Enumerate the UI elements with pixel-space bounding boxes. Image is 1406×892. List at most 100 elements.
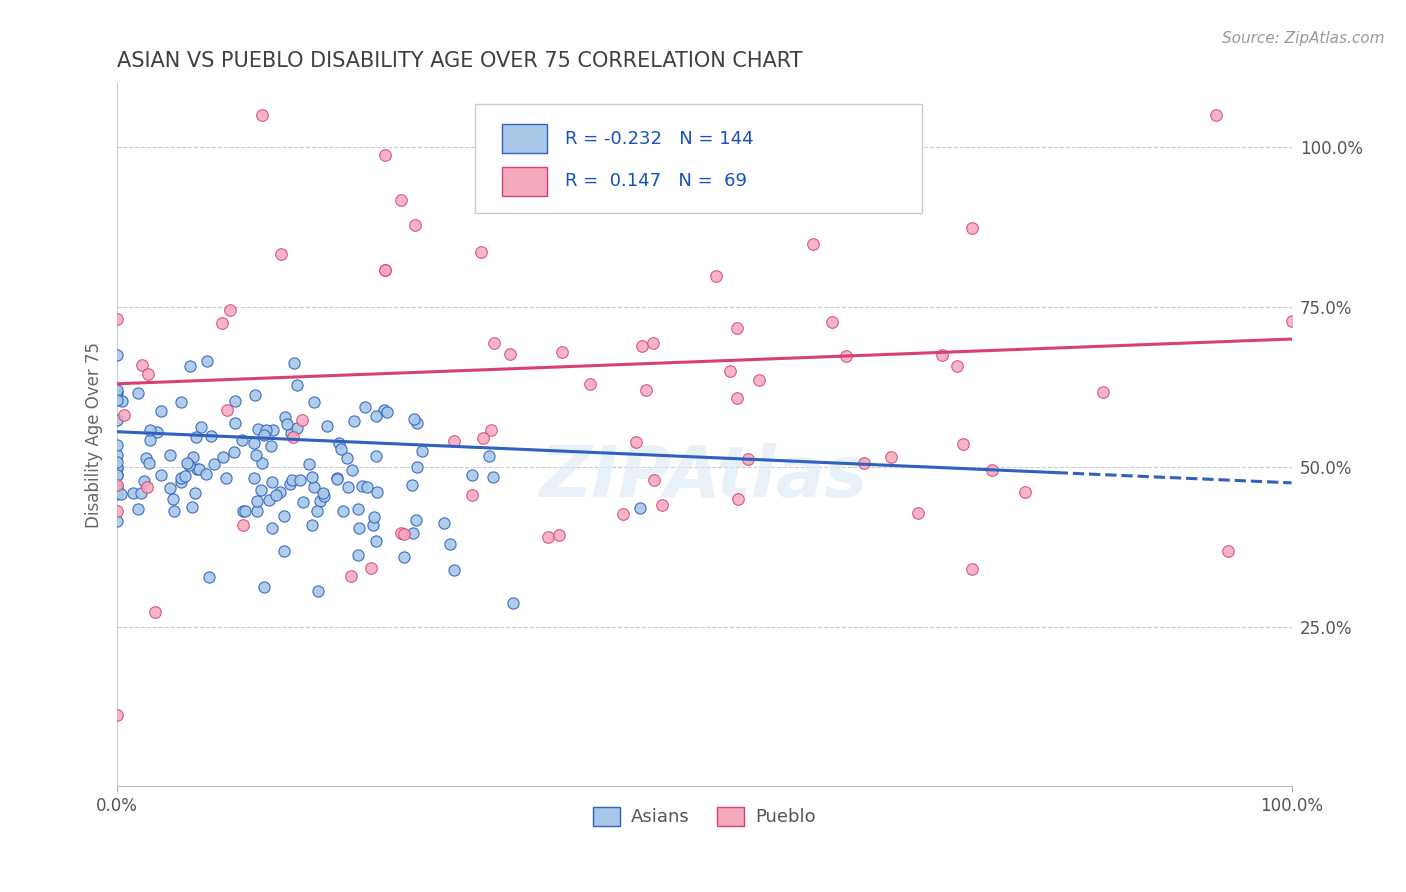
Point [110,487,132,501]
Point [105,483,128,497]
Point [247,422,270,436]
Point [374,262,396,277]
Point [105,448,128,462]
Point [298,457,321,471]
Point [461,468,484,483]
Point [283,356,305,370]
Point [628,501,651,516]
Point [162,491,184,506]
Point [146,425,169,440]
Point [304,480,326,494]
Point [312,486,335,500]
Point [325,472,347,486]
Point [105,708,128,723]
Point [198,570,221,584]
Point [907,506,929,520]
Point [704,269,727,284]
Point [149,467,172,482]
Point [305,504,328,518]
Point [612,508,634,522]
Point [945,359,967,373]
Point [364,409,387,424]
Point [274,410,297,425]
Point [980,463,1002,477]
Point [105,477,128,491]
Point [373,402,395,417]
Point [105,392,128,407]
Point [184,430,207,444]
Point [224,394,246,409]
Point [136,480,159,494]
Point [285,421,308,435]
Point [105,468,128,483]
Point [231,434,253,448]
Point [1218,544,1240,558]
Point [138,456,160,470]
Point [1205,108,1227,122]
Point [170,471,193,485]
Point [112,408,135,422]
Point [725,391,748,405]
Legend: Asians, Pueblo: Asians, Pueblo [586,800,823,834]
Point [401,477,423,491]
Point [218,303,240,318]
Point [270,247,292,261]
Point [224,416,246,430]
Point [122,486,145,500]
Point [253,580,276,594]
Point [405,460,427,475]
Point [211,316,233,330]
Point [257,492,280,507]
Point [360,560,382,574]
Point [439,536,461,550]
Point [264,488,287,502]
Point [131,358,153,372]
Point [105,455,128,469]
Point [631,339,654,353]
Point [356,480,378,494]
Point [181,450,204,464]
Point [245,388,267,402]
Point [246,494,269,508]
Point [105,384,128,399]
Point [301,518,323,533]
Point [245,449,267,463]
Point [105,384,128,398]
Point [337,480,360,494]
Point [326,471,349,485]
Point [111,394,134,409]
Point [332,504,354,518]
Point [276,417,298,431]
Point [502,596,524,610]
Point [1281,314,1303,328]
Point [312,489,335,503]
Point [195,354,218,368]
Point [136,367,159,381]
Point [747,373,769,387]
Point [960,562,983,576]
Point [801,237,824,252]
Point [579,377,602,392]
Point [1091,384,1114,399]
Point [135,450,157,465]
Point [834,349,856,363]
Point [329,442,352,457]
Point [725,320,748,334]
Point [343,415,366,429]
Text: Source: ZipAtlas.com: Source: ZipAtlas.com [1222,31,1385,46]
Point [250,108,273,122]
Point [170,394,193,409]
Point [366,484,388,499]
Point [375,404,398,418]
Point [129,485,152,500]
Point [280,426,302,441]
Point [336,450,359,465]
Point [952,437,974,451]
Point [479,423,502,437]
Point [105,459,128,474]
Point [643,473,665,487]
Point [280,473,302,487]
Point [727,491,749,506]
Point [273,508,295,523]
Point [105,467,128,482]
